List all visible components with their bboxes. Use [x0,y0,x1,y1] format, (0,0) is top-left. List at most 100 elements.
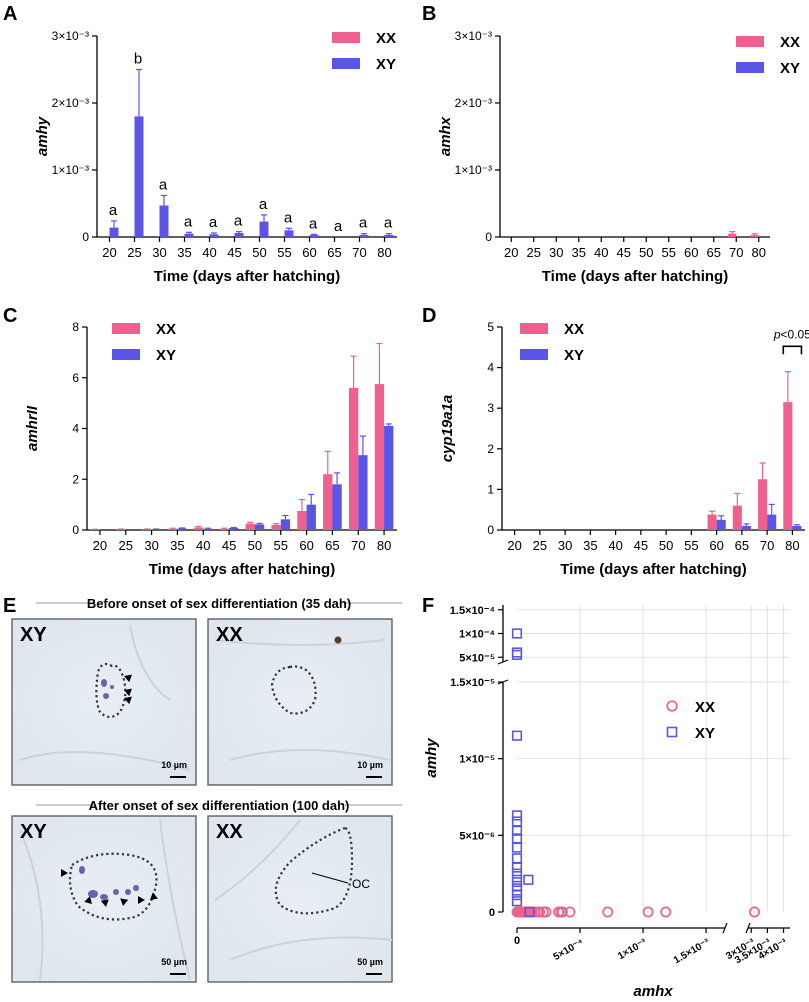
gonad-outline [68,852,158,921]
amhy-signal-spot [100,894,108,900]
legend-swatch-xy [520,349,548,360]
legend-label-xy: XY [695,725,715,742]
amhy-signal-spot [88,890,98,898]
y-tick-label: 3×10⁻³ [52,29,89,43]
x-tick-label: 70 [352,245,366,260]
point-xy [511,868,523,879]
point-xy [511,810,523,821]
x-tick-label: 45 [617,245,631,260]
bar-xy [716,519,726,530]
bar-xx [374,384,385,530]
significance-letter: a [359,215,368,232]
bar-chart-B: 0 1×10⁻³ 2×10⁻³ 3×10⁻³ amhx 20 25 30 35 40 45 50 55 6… [437,29,800,285]
tissue-strand [229,749,391,761]
x-axis-label: amhx [633,983,673,1000]
point-xy [511,649,523,660]
legend-swatch-xx [736,36,764,47]
bar-xy [284,230,294,237]
amhy-signal-spot [103,693,109,699]
x-axis-label: Time (days after hatching) [542,268,728,285]
panel-letter-D: D [422,305,436,327]
point-xy [523,874,534,885]
gonad-outline [274,826,354,915]
significance-letter: a [159,176,168,193]
x-tick-label: 1×10⁻³ [616,937,649,962]
y-tick-label: 2×10⁻³ [455,96,492,110]
legend-label-xy: XY [156,347,176,364]
x-tick-label: 55 [684,538,698,553]
bar-xy [309,234,319,237]
arrowhead-marker [61,869,68,877]
panel-letter-C: C [3,305,17,327]
legend-swatch-xy [736,62,764,73]
x-axis-label: Time (days after hatching) [154,268,340,285]
bar-xy [767,514,777,530]
x-tick-label: 20 [504,245,518,260]
point-xy [511,890,523,901]
micrograph-section-title: After onset of sex differentiation (100 … [36,798,402,813]
bar-xx [193,527,204,530]
y-tick-label: 4 [487,361,494,375]
significance-letter: a [184,213,193,230]
bar-xx [297,510,307,530]
bar-xy [384,425,394,530]
x-tick-label: 30 [549,245,563,260]
x-tick-label: 35 [583,538,597,553]
bar-xy [159,205,169,237]
micrograph-xx: XX 10 µm [207,618,393,786]
y-axis-label: amhx [437,116,454,156]
y-tick-label: 1×10⁻³ [455,163,492,177]
point-xy [511,628,523,639]
scale-bar-label: 50 µm [357,957,383,967]
point-xx [602,906,614,918]
bar-chart-A: 0 1×10⁻³ 2×10⁻³ 3×10⁻³ amhy 20 a 25 b 30 a 35 a 40 a 45… [34,29,397,285]
x-tick-label: 45 [634,538,648,553]
legend-label-xx: XX [695,699,715,716]
x-tick-label: 1.5×10⁻³ [672,937,712,967]
tissue-strand [19,751,191,771]
x-tick-label: 60 [299,538,313,553]
bar-xy [358,455,368,530]
bar-xx [348,387,359,530]
point-xx [540,906,552,918]
micrograph-frame [11,618,197,786]
x-tick-label: 40 [608,538,622,553]
y-tick-label: 3 [487,401,494,415]
x-tick-label: 70 [729,245,743,260]
x-tick-label: 35 [170,538,184,553]
x-tick-label: 65 [327,245,341,260]
x-tick-label: 60 [302,245,316,260]
x-tick-label: 30 [152,245,166,260]
x-tick-label: 30 [144,538,158,553]
significance-letter: a [209,214,218,231]
x-tick-label: 70 [760,538,774,553]
bar-xy [134,116,144,237]
x-axis-label: Time (days after hatching) [560,561,746,578]
legend-label-xx: XX [376,30,396,47]
x-tick-label: 60 [684,245,698,260]
bar-xy [254,524,265,530]
axis-break [722,922,728,934]
y-tick-label: 5×10⁻⁵ [459,652,495,664]
y-tick-label: 8 [72,320,79,334]
genotype-label: XY [20,821,47,843]
arrowhead-marker [138,895,145,904]
point-xy [511,896,523,907]
point-xy [511,825,523,836]
x-tick-label: 70 [351,538,365,553]
arrowhead-marker [124,688,132,697]
x-tick-label: 25 [119,538,133,553]
amhy-signal-spot [79,866,85,874]
x-tick-label: 55 [277,245,291,260]
y-tick-label: 1 [487,482,494,496]
significance-letter: a [384,215,393,232]
bar-xy [229,527,239,530]
bar-xx [732,505,742,530]
section-title-text: After onset of sex differentiation (100 … [89,798,350,813]
bar-xy [741,525,751,530]
y-tick-label: 0 [82,230,89,244]
bar-xy [384,234,394,237]
point-xx [556,906,568,918]
section-title-text: Before onset of sex differentiation (35 … [87,596,351,611]
x-tick-label: 60 [709,538,723,553]
